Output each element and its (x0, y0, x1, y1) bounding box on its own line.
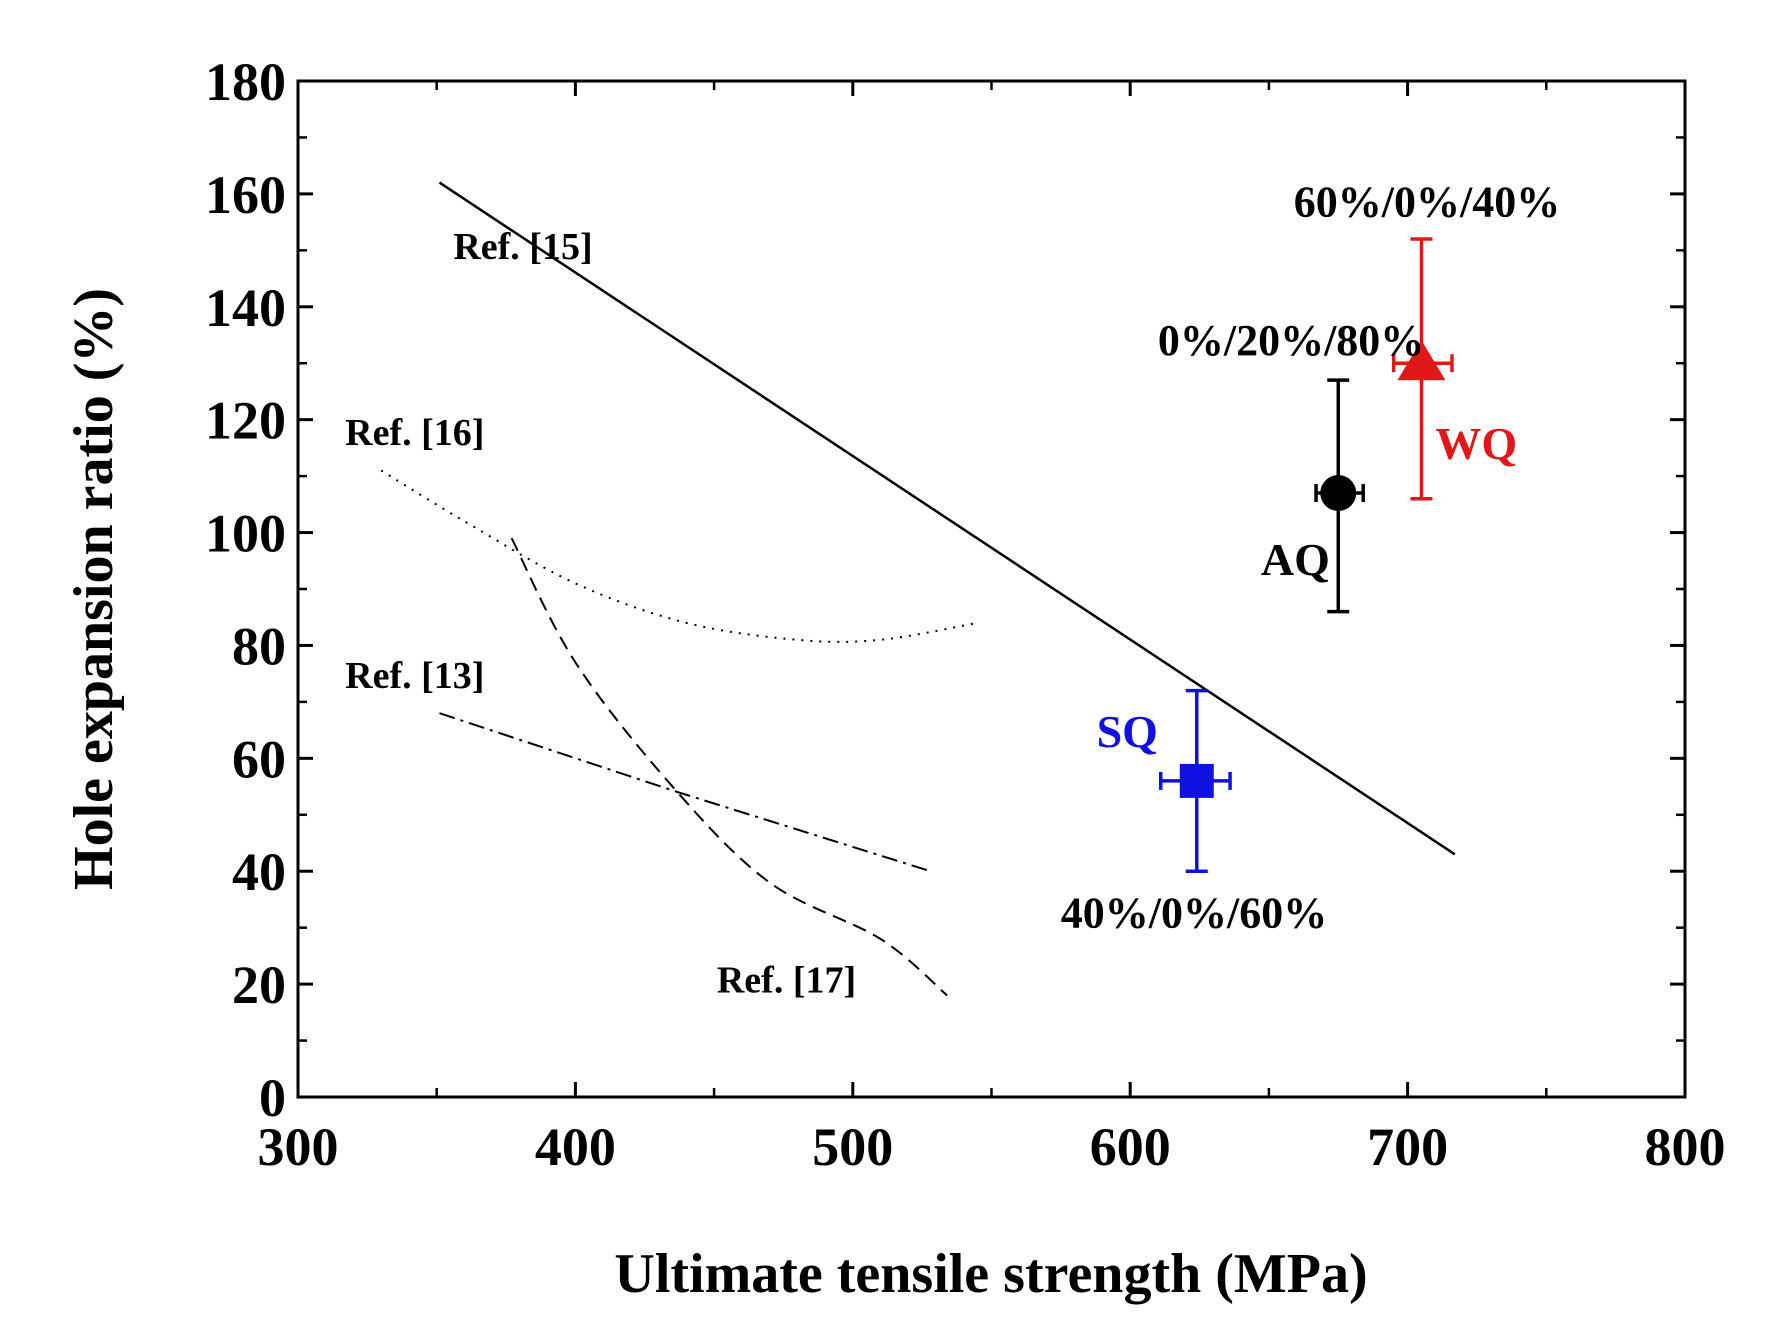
y-tick-label: 180 (205, 52, 286, 112)
data-point-aq (1314, 378, 1365, 614)
axis-ticks: 300 400 500 600 700 800 0 20 40 60 80 100 120 140 160 1… (205, 52, 1726, 1177)
y-tick-label: 0 (259, 1068, 286, 1128)
y-tick-label: 40 (232, 842, 286, 902)
data-point-sq (1158, 688, 1232, 873)
x-axis-title: Ultimate tensile strength (MPa) (614, 1243, 1367, 1305)
x-tick-label: 500 (812, 1117, 893, 1177)
reference-line-ref-16 (380, 469, 978, 643)
y-tick-label: 80 (232, 616, 286, 676)
y-tick-label: 140 (205, 278, 286, 338)
x-tick-label: 600 (1090, 1117, 1171, 1177)
reference-label-ref-16: Ref. [16] (345, 412, 484, 454)
marker-circle-aq (1320, 475, 1357, 512)
composition-label-sq: 40%/0%/60% (1061, 889, 1327, 938)
reference-label-ref-13: Ref. [13] (345, 655, 484, 697)
x-tick-label: 800 (1645, 1117, 1726, 1177)
annotation-labels: SQ 40%/0%/60% AQ 0%/20%/80% WQ 60%/0%/40% (1061, 177, 1560, 937)
x-tick-label: 400 (535, 1117, 616, 1177)
x-tick-label: 700 (1367, 1117, 1448, 1177)
series-label-wq: WQ (1435, 418, 1517, 469)
marker-square-sq (1179, 763, 1214, 798)
series-label-sq: SQ (1097, 706, 1158, 757)
data-points (1158, 237, 1454, 873)
y-tick-label: 60 (232, 729, 286, 789)
reference-label-ref-17: Ref. [17] (717, 960, 856, 1002)
x-tick-label: 300 (258, 1117, 339, 1177)
series-label-aq: AQ (1261, 534, 1330, 585)
reference-line-ref-13 (439, 712, 931, 873)
reference-line-ref-15 (438, 181, 1456, 856)
composition-label-aq: 0%/20%/80% (1158, 316, 1424, 365)
y-tick-label: 20 (232, 955, 286, 1015)
y-axis-title: Hole expansion ratio (%) (63, 288, 125, 890)
data-point-wq (1391, 237, 1454, 501)
reference-lines: Ref. [15] Ref. [16] Ref. [13] Ref. [17] (345, 181, 1456, 1002)
reference-line-ref-17 (510, 537, 948, 997)
y-tick-label: 120 (205, 391, 286, 451)
y-tick-label: 160 (205, 165, 286, 225)
reference-label-ref-15: Ref. [15] (453, 226, 592, 268)
composition-label-wq: 60%/0%/40% (1294, 177, 1560, 226)
y-tick-label: 100 (205, 504, 286, 564)
marker-triangle-wq (1397, 340, 1446, 381)
